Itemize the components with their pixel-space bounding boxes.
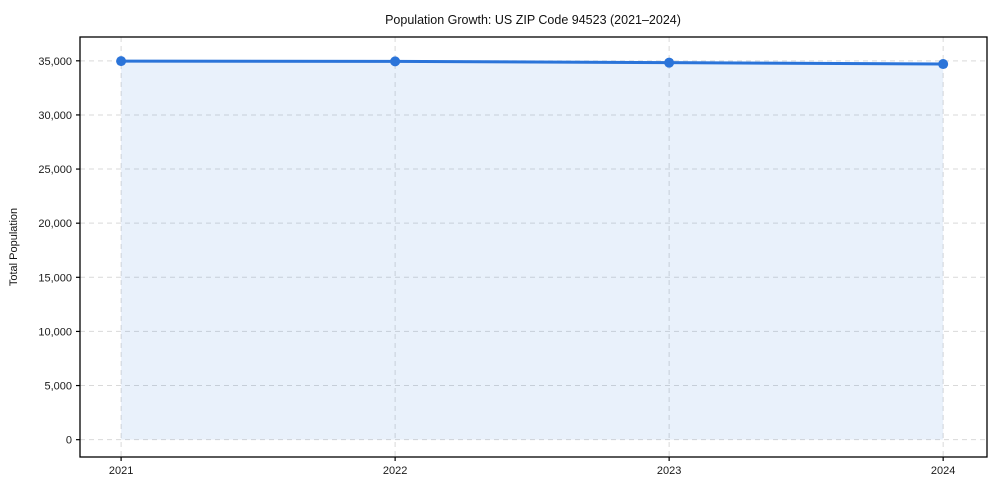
- data-point-marker: [390, 56, 401, 67]
- area-fill: [121, 61, 944, 440]
- data-point-marker: [664, 57, 675, 68]
- plot-border: [79, 36, 988, 458]
- axes-layer: 0 5,000 10,000 15,000 20,000 25,000 30,000 35,0…: [38, 36, 988, 477]
- x-tick-label: 2022: [383, 465, 407, 477]
- y-tick-label: 30,000: [38, 110, 72, 122]
- y-tick-label: 35,000: [38, 56, 72, 68]
- chart-title: Population Growth: US ZIP Code 94523 (20…: [385, 13, 681, 27]
- y-tick-label: 5,000: [44, 381, 72, 393]
- data-point-marker: [938, 59, 949, 70]
- x-tick-label: 2021: [109, 465, 133, 477]
- x-tick-label: 2023: [657, 465, 681, 477]
- x-tick-label: 2024: [931, 465, 955, 477]
- y-tick-label: 25,000: [38, 164, 72, 176]
- trend-line: [119, 59, 945, 66]
- y-tick-label: 20,000: [38, 218, 72, 230]
- y-tick-label: 0: [66, 435, 72, 447]
- y-tick-label: 15,000: [38, 272, 72, 284]
- series-layer: [116, 56, 949, 440]
- y-axis-label: Total Population: [8, 208, 20, 286]
- y-tick-label: 10,000: [38, 326, 72, 338]
- data-point-marker: [116, 56, 127, 67]
